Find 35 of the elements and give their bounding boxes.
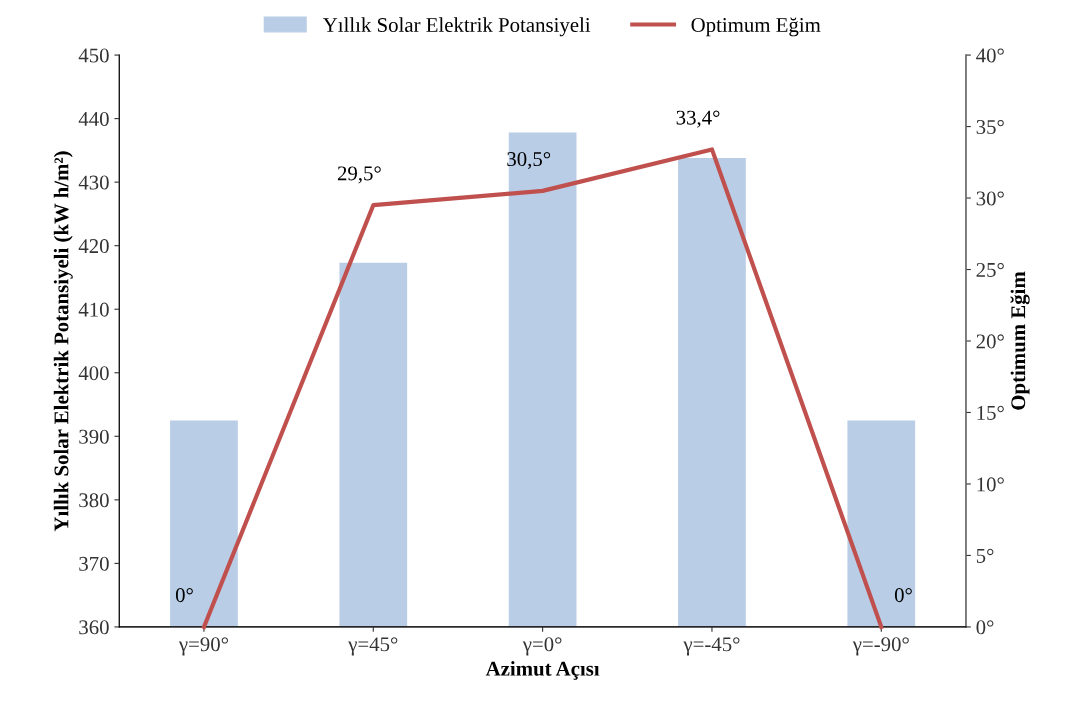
y2-tick-label: 25° [976,262,1004,277]
data-label: 0° [175,588,193,603]
y-tick-label: 430 [78,175,109,190]
x-axis-title: Azimut Açısı [485,661,600,680]
x-tick-label: γ=-45° [683,637,740,656]
line-series [201,147,884,630]
x-tick-label: γ=90° [178,637,228,656]
y2-tick-label: 35° [976,119,1004,134]
x-tick-label: γ=45° [348,637,398,656]
x-tick-label: γ=-90° [852,637,909,656]
y2-tick-label: 40° [976,48,1004,63]
y2-tick-label: 5° [976,548,994,563]
data-label: 29,5° [337,166,381,184]
y-tick-label: 440 [78,111,109,127]
y2-tick-label: 0° [976,620,994,635]
data-label: 0° [894,588,912,603]
legend-label: Yıllık Solar Elektrik Potansiyeli [322,17,591,37]
legend-label: Optimum Eğim [691,17,821,37]
y2-tick-label: 30° [976,191,1004,206]
y-tick-label: 400 [78,366,109,381]
y2-tick-label: 15° [977,405,1004,420]
y-tick-label: 390 [79,429,109,444]
y-tick-label: 360 [79,620,109,635]
y2-tick-label: 10° [977,477,1004,492]
y-tick-label: 370 [79,556,109,571]
y-tick-label: 410 [78,302,109,317]
y-tick-label: 380 [79,493,109,508]
x-tick-label: γ=0° [522,637,562,656]
y-tick-label: 420 [78,239,109,254]
y-axis-title: Yıllık Solar Elektrik Potansiyeli (kW h/m²) [53,151,73,532]
data-label: 33,4° [676,110,720,128]
y-tick-label: 450 [78,48,109,63]
y2-axis-title: Optimum Eğim [1010,271,1030,410]
data-label: 30,5° [507,152,551,170]
y2-tick-label: 20° [976,334,1004,349]
